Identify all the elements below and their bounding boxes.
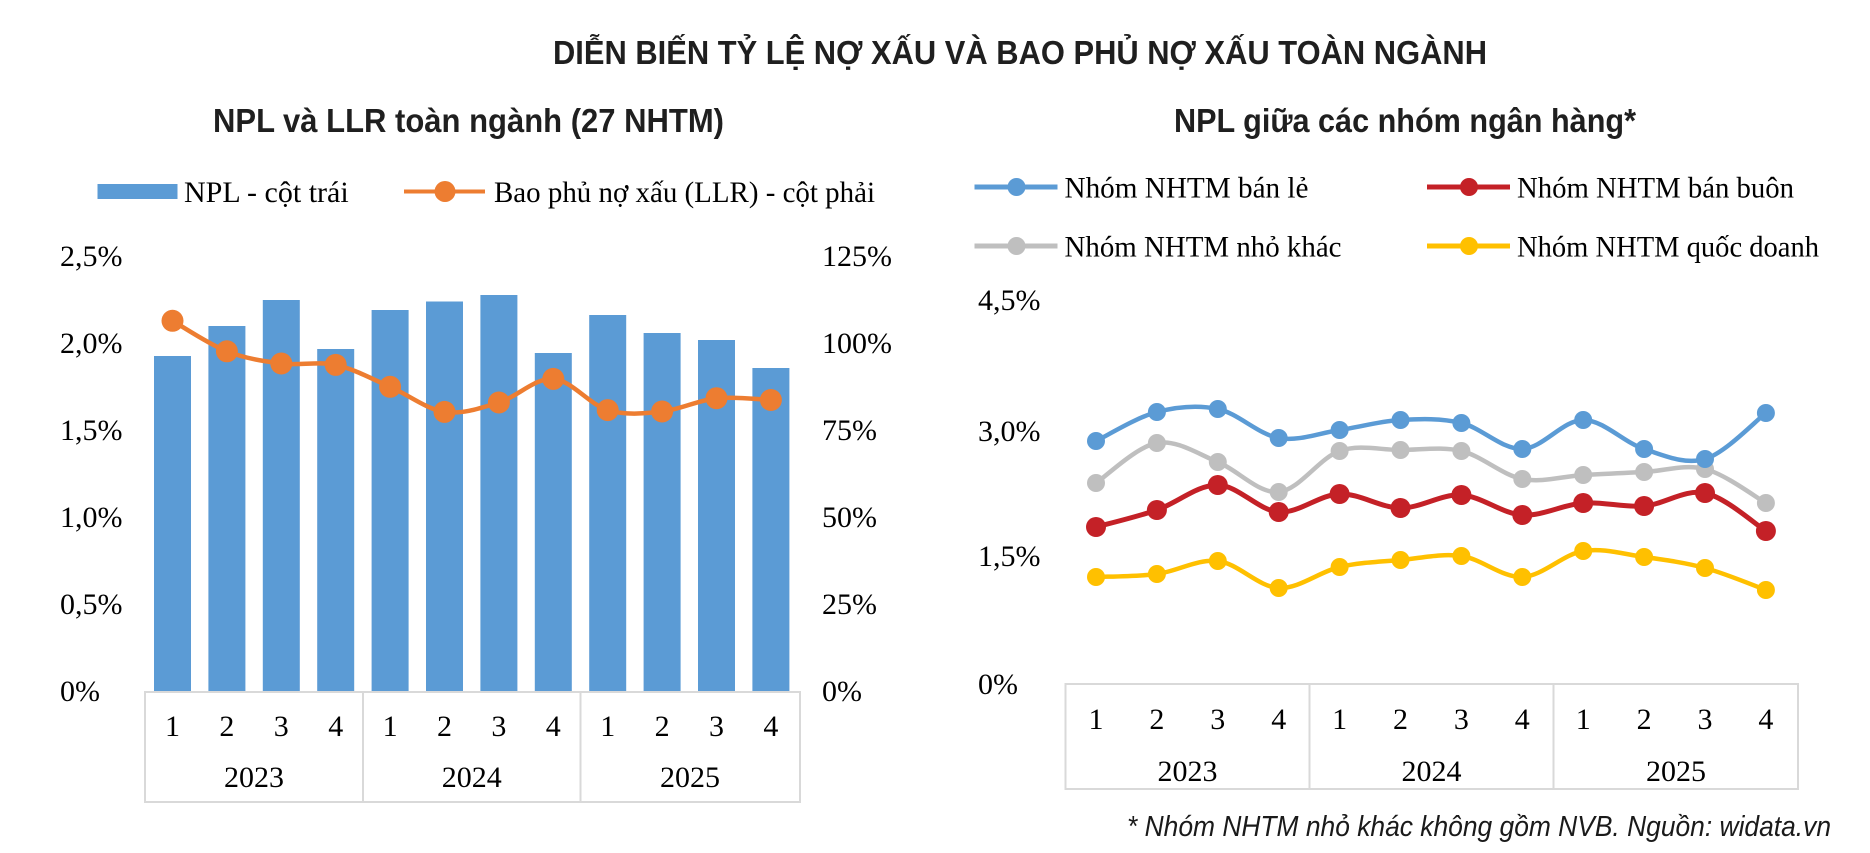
- svg-text:3: 3: [491, 710, 506, 743]
- svg-text:NPL - cột trái: NPL - cột trái: [184, 176, 349, 209]
- svg-text:Nhóm NHTM quốc doanh: Nhóm NHTM quốc doanh: [1517, 231, 1819, 264]
- svg-text:3: 3: [709, 710, 724, 743]
- svg-text:2: 2: [1149, 703, 1164, 736]
- svg-text:1,5%: 1,5%: [978, 540, 1041, 573]
- svg-text:50%: 50%: [822, 501, 877, 534]
- svg-text:2024: 2024: [1402, 755, 1462, 788]
- svg-text:2: 2: [1637, 703, 1652, 736]
- svg-text:4: 4: [328, 710, 343, 743]
- svg-text:4: 4: [1758, 703, 1773, 736]
- svg-text:0%: 0%: [822, 675, 862, 708]
- svg-text:1,0%: 1,0%: [60, 501, 123, 534]
- svg-text:2024: 2024: [442, 761, 502, 794]
- svg-text:1: 1: [1089, 703, 1104, 736]
- svg-text:3: 3: [274, 710, 289, 743]
- svg-text:3: 3: [1698, 703, 1713, 736]
- svg-text:Bao phủ nợ xấu (LLR) - cột phả: Bao phủ nợ xấu (LLR) - cột phải: [494, 176, 875, 209]
- svg-text:25%: 25%: [822, 588, 877, 621]
- svg-text:DIỄN BIẾN TỶ LỆ NỢ XẤU VÀ BAO: DIỄN BIẾN TỶ LỆ NỢ XẤU VÀ BAO PHỦ NỢ XẤU…: [553, 34, 1487, 71]
- svg-text:4: 4: [763, 710, 778, 743]
- svg-text:NPL và LLR toàn ngành (27 NHTM: NPL và LLR toàn ngành (27 NHTM): [213, 102, 724, 139]
- svg-text:0,5%: 0,5%: [60, 588, 123, 621]
- svg-text:4,5%: 4,5%: [978, 284, 1041, 317]
- svg-text:3: 3: [1210, 703, 1225, 736]
- svg-text:2025: 2025: [660, 761, 720, 794]
- svg-text:4: 4: [1271, 703, 1286, 736]
- svg-text:100%: 100%: [822, 327, 892, 360]
- svg-text:NPL giữa các nhóm ngân hàng*: NPL giữa các nhóm ngân hàng*: [1174, 102, 1636, 139]
- svg-text:Nhóm NHTM bán lẻ: Nhóm NHTM bán lẻ: [1065, 172, 1309, 205]
- svg-text:1: 1: [600, 710, 615, 743]
- svg-text:75%: 75%: [822, 414, 877, 447]
- svg-text:4: 4: [1515, 703, 1530, 736]
- svg-text:1: 1: [165, 710, 180, 743]
- svg-text:2023: 2023: [224, 761, 284, 794]
- svg-text:2: 2: [655, 710, 670, 743]
- svg-text:3,0%: 3,0%: [978, 415, 1041, 448]
- svg-text:2: 2: [1393, 703, 1408, 736]
- svg-text:1: 1: [383, 710, 398, 743]
- svg-text:2025: 2025: [1646, 755, 1706, 788]
- svg-text:1: 1: [1576, 703, 1591, 736]
- svg-text:* Nhóm NHTM nhỏ khác không gồm: * Nhóm NHTM nhỏ khác không gồm NVB. Nguồ…: [1127, 811, 1831, 843]
- svg-text:3: 3: [1454, 703, 1469, 736]
- svg-text:Nhóm NHTM nhỏ khác: Nhóm NHTM nhỏ khác: [1065, 231, 1342, 264]
- svg-text:2,5%: 2,5%: [60, 240, 123, 273]
- svg-text:2: 2: [219, 710, 234, 743]
- svg-text:4: 4: [546, 710, 561, 743]
- svg-text:2,0%: 2,0%: [60, 327, 123, 360]
- svg-text:0%: 0%: [60, 675, 100, 708]
- svg-text:0%: 0%: [978, 668, 1018, 701]
- svg-text:125%: 125%: [822, 240, 892, 273]
- svg-text:Nhóm NHTM bán buôn: Nhóm NHTM bán buôn: [1517, 172, 1794, 205]
- svg-text:1: 1: [1332, 703, 1347, 736]
- svg-text:1,5%: 1,5%: [60, 414, 123, 447]
- svg-text:2: 2: [437, 710, 452, 743]
- svg-text:2023: 2023: [1158, 755, 1218, 788]
